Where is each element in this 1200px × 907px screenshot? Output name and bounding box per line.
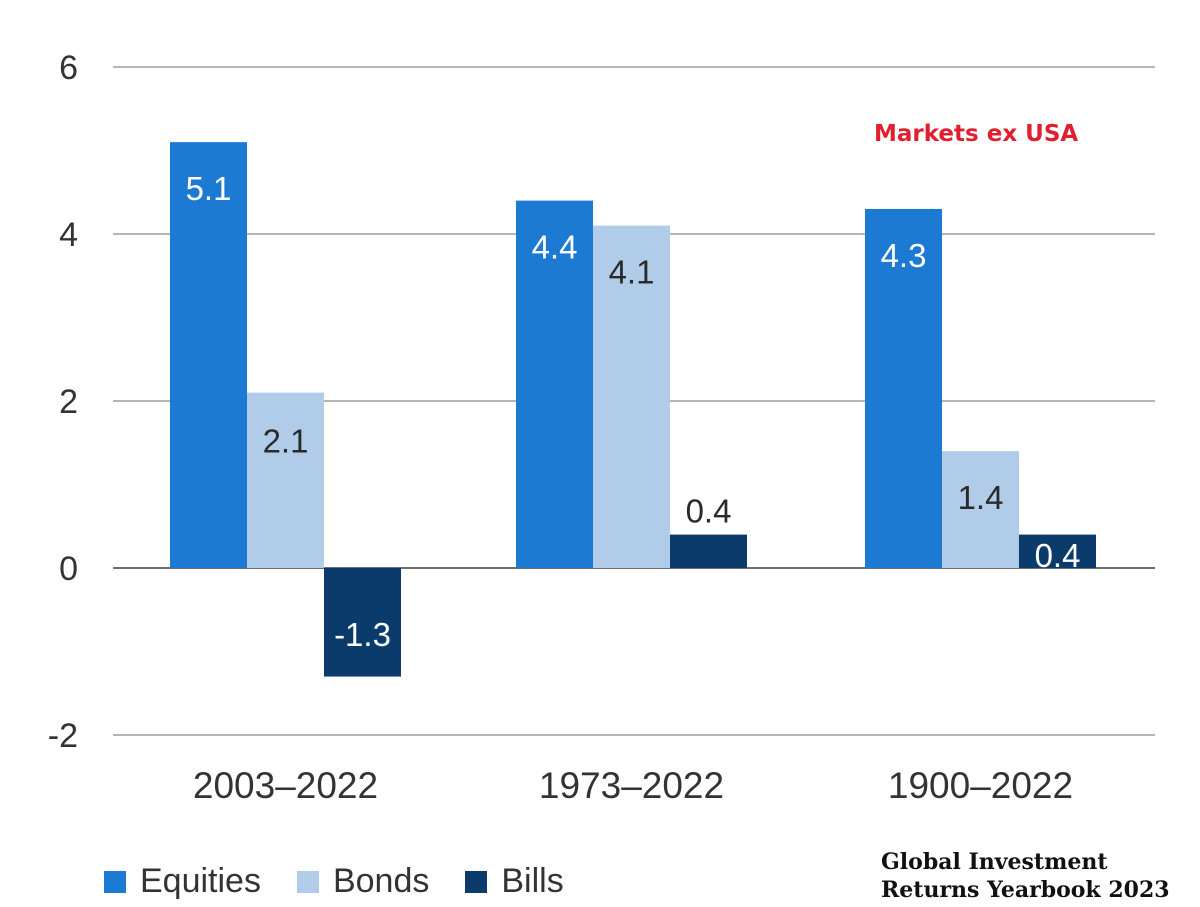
data-label-equities-0: 5.1: [186, 170, 232, 207]
y-tick-label: 4: [59, 216, 78, 254]
data-label-bills-0: -1.3: [334, 616, 391, 653]
legend-item-bills: Bills: [465, 862, 564, 901]
source-label: Global Investment Returns Yearbook 2023: [881, 848, 1170, 904]
legend-item-bonds: Bonds: [296, 862, 430, 901]
x-tick-label: 2003–2022: [193, 765, 378, 806]
source-line-2: Returns Yearbook 2023: [881, 877, 1170, 903]
legend-label-bills: Bills: [501, 862, 564, 900]
legend-item-equities: Equities: [104, 862, 261, 901]
legend: Equities Bonds Bills: [104, 862, 600, 901]
data-label-equities-1: 4.4: [532, 229, 578, 266]
data-label-equities-2: 4.3: [881, 237, 927, 274]
bar-equities-0: [170, 142, 247, 568]
chart-annotation: Markets ex USA: [874, 121, 1079, 147]
y-tick-label: -2: [48, 717, 78, 755]
bar-bonds-2: [942, 451, 1019, 568]
bar-equities-2: [865, 208, 942, 568]
bar-equities-1: [516, 200, 593, 568]
legend-swatch-equities: [104, 870, 126, 893]
bar-bills-0: [324, 568, 401, 677]
x-tick-label: 1973–2022: [539, 765, 724, 806]
y-tick-label: 2: [59, 383, 78, 421]
bar-bills-1: [670, 534, 747, 568]
bar-bonds-0: [247, 392, 324, 568]
data-label-bonds-2: 1.4: [958, 479, 1004, 516]
legend-label-bonds: Bonds: [332, 862, 430, 900]
bar-bills-2: [1019, 534, 1096, 568]
legend-swatch-bonds: [296, 870, 319, 893]
x-tick-label: 1900–2022: [888, 765, 1073, 806]
legend-label-equities: Equities: [140, 862, 261, 900]
y-tick-label: 6: [59, 49, 78, 87]
data-label-bonds-0: 2.1: [263, 423, 309, 460]
y-tick-label: 0: [59, 550, 78, 588]
bar-bonds-1: [593, 225, 670, 568]
data-label-bills-1: 0.4: [686, 493, 732, 530]
source-line-1: Global Investment: [881, 849, 1108, 875]
data-label-bonds-1: 4.1: [609, 254, 655, 291]
data-label-bills-2: 0.4: [1035, 537, 1081, 574]
legend-swatch-bills: [465, 870, 488, 893]
